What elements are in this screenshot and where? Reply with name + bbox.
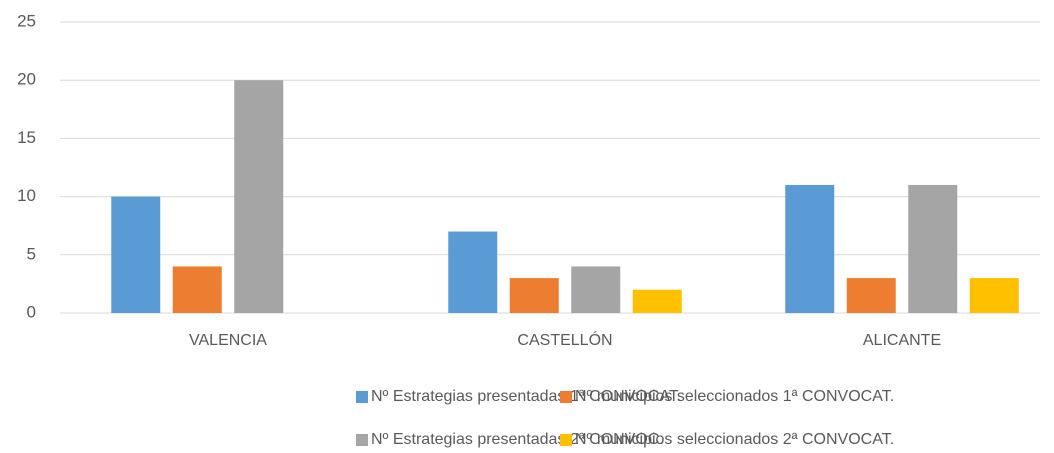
- x-tick-label: VALENCIA: [189, 332, 267, 349]
- legend-swatch: [356, 391, 368, 403]
- y-tick-label: 10: [17, 186, 36, 205]
- legend-label: Nº Estrategias presentadas 1ª CONVOCAT.: [371, 388, 681, 405]
- x-tick-label: CASTELLÓN: [517, 330, 612, 349]
- legend-label: Nº municipios seleccionados 1ª CONVOCAT.: [575, 388, 894, 405]
- bar: [234, 80, 284, 313]
- y-tick-label: 20: [17, 70, 36, 89]
- bar: [908, 184, 958, 313]
- y-tick-label: 5: [27, 244, 36, 263]
- bar: [846, 278, 896, 313]
- legend-swatch: [560, 434, 572, 446]
- legend-swatch: [560, 391, 572, 403]
- legend-swatch: [356, 434, 368, 446]
- bar: [111, 196, 161, 313]
- x-tick-label: ALICANTE: [863, 332, 941, 349]
- bar: [785, 184, 835, 313]
- bar: [172, 266, 222, 313]
- bar: [632, 289, 682, 313]
- legend-label: Nº municipios seleccionados 2ª CONVOCAT.: [575, 431, 894, 448]
- bar: [509, 278, 559, 313]
- y-tick-label: 15: [17, 128, 36, 147]
- bar: [969, 278, 1019, 313]
- legend-label: Nº Estrategias presentadas 2ª CONVOC.: [371, 431, 664, 448]
- bar: [448, 231, 498, 313]
- y-tick-label: 25: [17, 11, 36, 30]
- bar: [571, 266, 621, 313]
- y-tick-label: 0: [27, 302, 36, 321]
